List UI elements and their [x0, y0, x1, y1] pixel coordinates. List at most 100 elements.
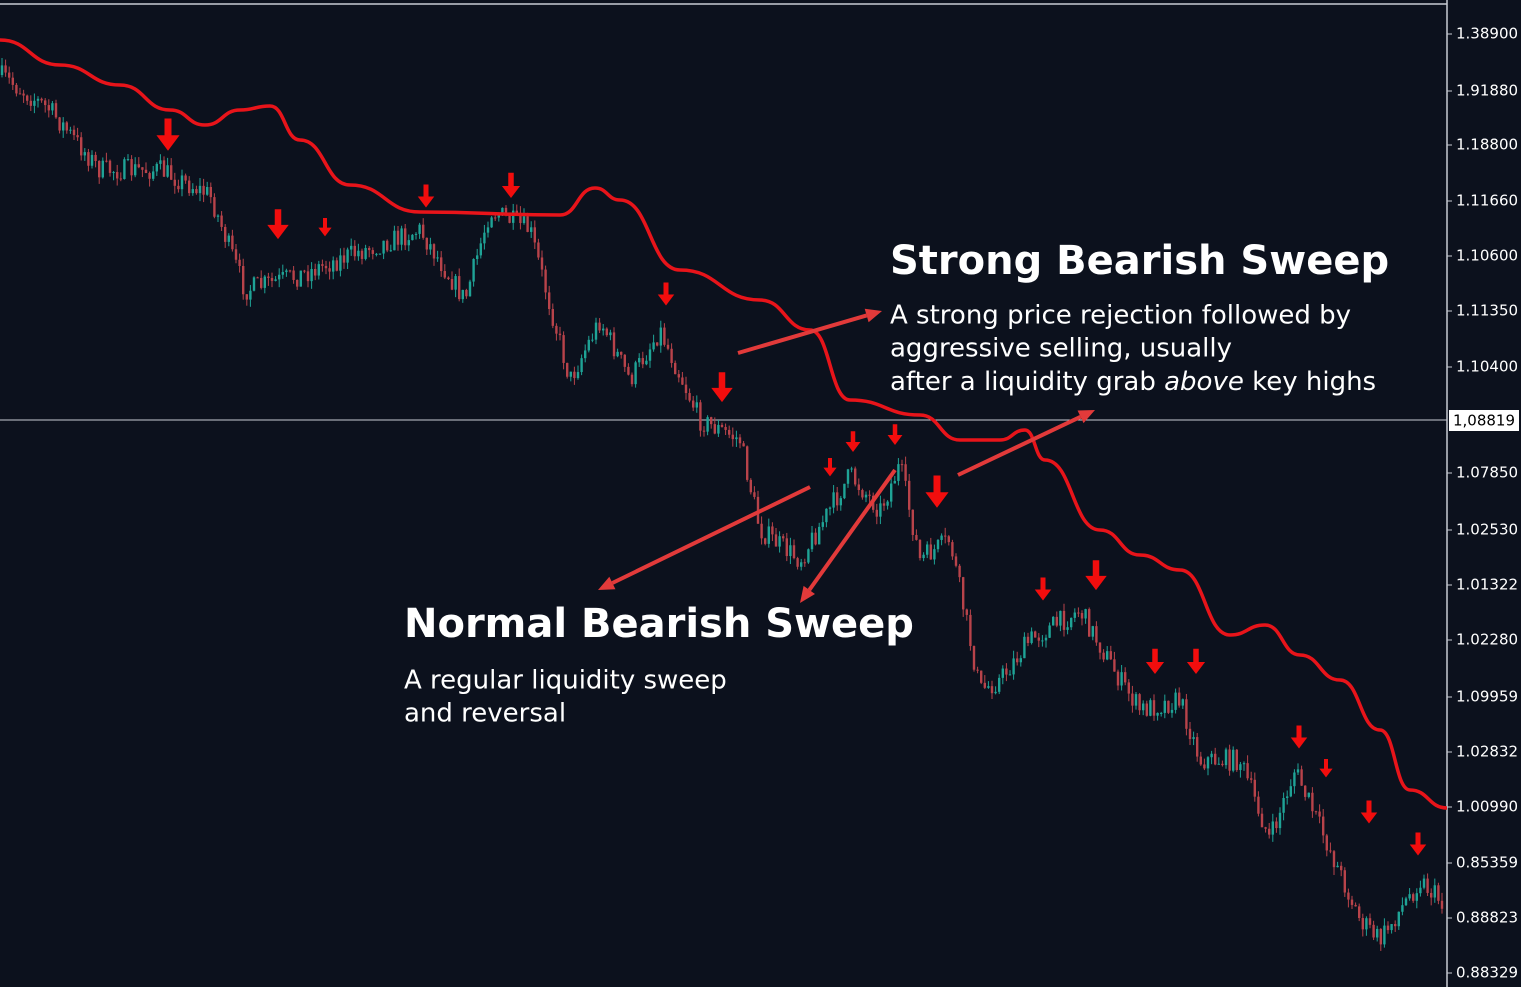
candle-body: [29, 100, 32, 106]
candle-body: [749, 479, 752, 493]
current-price-box: [1449, 410, 1519, 431]
candle-body: [612, 332, 616, 357]
candle-body: [1019, 658, 1022, 663]
candle-body: [152, 171, 155, 179]
candle-body: [605, 328, 608, 336]
candle-body: [854, 468, 857, 485]
candle-body: [314, 268, 317, 276]
candle-body: [144, 169, 148, 174]
candle-body: [1394, 924, 1397, 927]
candle-body: [87, 152, 90, 166]
pointer-shaft: [611, 485, 811, 585]
strong-desc-part: key highs: [1244, 367, 1376, 397]
candle-body: [782, 536, 785, 539]
candle-body: [1322, 816, 1325, 836]
candle-body: [746, 446, 749, 480]
candle-body: [1091, 626, 1094, 637]
candle-body: [1170, 709, 1174, 713]
candle-body: [1422, 878, 1426, 888]
axis-label: 1.91880: [1456, 82, 1518, 100]
candle-body: [1048, 625, 1051, 638]
candle-body: [839, 498, 842, 506]
candle-body: [1307, 792, 1310, 797]
candle-body: [166, 165, 169, 177]
candle-body: [461, 289, 464, 300]
candle-body: [400, 228, 403, 245]
candle-body: [65, 122, 68, 131]
candle-body: [195, 189, 198, 194]
candle-body: [418, 224, 421, 234]
candle-body: [1278, 812, 1282, 829]
axis-label: 1.09959: [1456, 688, 1518, 706]
candle-body: [904, 464, 907, 481]
candle-body: [918, 539, 922, 559]
candle-body: [447, 277, 450, 280]
candle-body: [1300, 769, 1303, 786]
candle-body: [1372, 924, 1375, 938]
candle-body: [922, 554, 925, 559]
candle-body: [702, 430, 706, 432]
candle-body: [382, 240, 385, 254]
candle-body: [224, 226, 227, 242]
normal-desc: and reversal: [404, 699, 566, 729]
candle-body: [688, 393, 691, 401]
candle-body: [814, 532, 817, 545]
candle-body: [1203, 764, 1206, 769]
candle-body: [360, 250, 364, 259]
candle-body: [22, 93, 25, 96]
band-line: [0, 38, 1448, 810]
candle-body: [108, 160, 112, 173]
candle-body: [638, 358, 641, 363]
candle-body: [1232, 749, 1235, 771]
candle-body: [1239, 764, 1242, 771]
candle-body: [256, 277, 259, 279]
sweep-arrow: [1290, 725, 1308, 749]
candle-body: [1016, 658, 1019, 663]
sweep-arrow: [417, 184, 435, 208]
candle-body: [1386, 925, 1390, 931]
candle-body: [54, 103, 58, 118]
candle-body: [879, 503, 882, 517]
candle-body: [1268, 828, 1271, 835]
candle-body: [1296, 769, 1300, 773]
candle-body: [1397, 911, 1400, 927]
candle-body: [357, 250, 360, 257]
candle-body: [58, 117, 61, 131]
candle-body: [1235, 749, 1238, 771]
candle-body: [1138, 694, 1141, 711]
axis-label: 1.11350: [1456, 302, 1518, 320]
candle-body: [972, 646, 976, 670]
candle-body: [69, 129, 72, 131]
candle-body: [321, 264, 324, 266]
candle-body: [980, 670, 983, 683]
candle-body: [1005, 668, 1008, 675]
axis-label: 1.18800: [1456, 136, 1518, 154]
candle-body: [1390, 924, 1393, 931]
candle-body: [339, 255, 342, 271]
candle-body: [882, 503, 886, 506]
candle-body: [695, 402, 698, 408]
candle-body: [785, 538, 788, 557]
axis-label: 0.85359: [1456, 854, 1518, 872]
candle-body: [234, 249, 238, 260]
candle-body: [123, 159, 126, 179]
candle-body: [843, 483, 846, 499]
candle-body: [440, 257, 443, 272]
candle-body: [800, 562, 803, 567]
candle-body: [594, 322, 598, 340]
candle-body: [951, 542, 954, 557]
candle-body: [533, 227, 536, 243]
sweep-arrow: [156, 118, 180, 151]
candle-body: [1206, 757, 1210, 769]
sweep-arrow: [657, 282, 675, 306]
candle-body: [936, 539, 940, 550]
axis-label: 0.88823: [1456, 909, 1518, 927]
candle-body: [602, 328, 605, 331]
candle-body: [137, 164, 140, 168]
candle-body: [177, 185, 180, 190]
candle-body: [1304, 785, 1307, 797]
candle-body: [497, 215, 500, 218]
candle-body: [699, 402, 702, 431]
candle-body: [710, 417, 713, 425]
candle-body: [90, 154, 94, 166]
